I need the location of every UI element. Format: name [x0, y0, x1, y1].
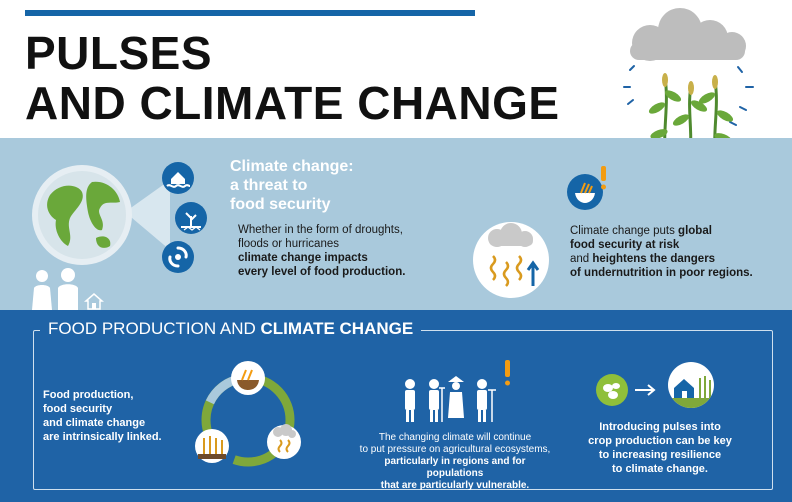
risk-line-3-pre: and — [570, 253, 593, 265]
production-cycle-icon — [195, 361, 301, 467]
exclamation-icon — [601, 166, 606, 190]
right-text: Introducing pulses into crop production … — [580, 420, 740, 476]
threat-heading-line-3: food security — [230, 196, 331, 213]
threat-body-line-1: Whether in the form of droughts, — [238, 224, 403, 236]
people-icon — [32, 268, 78, 310]
risk-line-4: of undernutrition in poor regions. — [570, 267, 753, 279]
threat-body: Whether in the form of droughts, floods … — [238, 223, 405, 279]
threat-heading-line-1: Climate change: — [230, 158, 354, 175]
threat-heading: Climate change: a threat to food securit… — [230, 157, 354, 214]
food-production-title: FOOD PRODUCTION AND CLIMATE CHANGE — [40, 318, 422, 340]
threat-band — [0, 138, 792, 310]
threat-body-line-3: climate change impacts — [238, 252, 368, 264]
hurricane-icon — [162, 241, 194, 273]
flood-house-icon — [162, 162, 194, 194]
left-line-2: food security — [43, 403, 113, 415]
center-line-3: particularly in regions and for populati… — [384, 456, 526, 479]
risk-text: Climate change puts global food security… — [570, 224, 753, 280]
food-production-title-regular: FOOD PRODUCTION AND — [48, 319, 261, 338]
left-line-4: are intrinsically linked. — [43, 431, 162, 443]
right-line-2: crop production can be key — [588, 435, 732, 447]
food-production-section — [0, 310, 792, 502]
title-line-1: PULSES — [25, 27, 213, 79]
risk-line-1-bold: global — [678, 225, 712, 237]
left-line-1: Food production, — [43, 389, 134, 401]
pulse-icon — [596, 374, 628, 406]
left-line-3: and climate change — [43, 417, 146, 429]
food-production-title-bold: CLIMATE CHANGE — [260, 319, 414, 338]
center-text: The changing climate will continue to pu… — [355, 432, 555, 492]
food-bowl-icon — [567, 174, 603, 210]
page-title: PULSES AND CLIMATE CHANGE — [25, 28, 560, 128]
exclamation-icon-lower — [505, 360, 510, 386]
right-line-4: to climate change. — [612, 463, 708, 475]
center-line-2: to put pressure on agricultural ecosyste… — [359, 444, 551, 455]
rising-temperature-icon — [473, 222, 549, 298]
top-rule — [25, 10, 475, 16]
threat-body-line-2: floods or hurricanes — [238, 238, 339, 250]
center-line-1: The changing climate will continue — [378, 432, 532, 443]
threat-body-line-4: every level of food production. — [238, 266, 406, 278]
risk-line-2: food security at risk — [570, 239, 680, 251]
title-line-2: AND CLIMATE CHANGE — [25, 77, 560, 129]
farm-house-icon — [668, 362, 714, 408]
threat-heading-line-2: a threat to — [230, 177, 308, 194]
right-line-1: Introducing pulses into — [599, 421, 721, 433]
risk-line-1-pre: Climate change puts — [570, 225, 679, 237]
cloud-icon — [630, 8, 746, 61]
house-icon — [84, 293, 104, 310]
risk-line-3-bold: heightens the dangers — [592, 253, 716, 265]
right-line-3: to increasing resilience — [598, 449, 722, 461]
rain-drops — [623, 65, 754, 126]
arrow-right-icon — [635, 384, 656, 396]
center-line-4: that are particularly vulnerable. — [380, 480, 530, 491]
drought-tree-icon — [175, 202, 207, 234]
left-text: Food production, food security and clima… — [43, 388, 162, 444]
farmers-icon — [405, 376, 496, 422]
globe-icon — [32, 165, 170, 265]
